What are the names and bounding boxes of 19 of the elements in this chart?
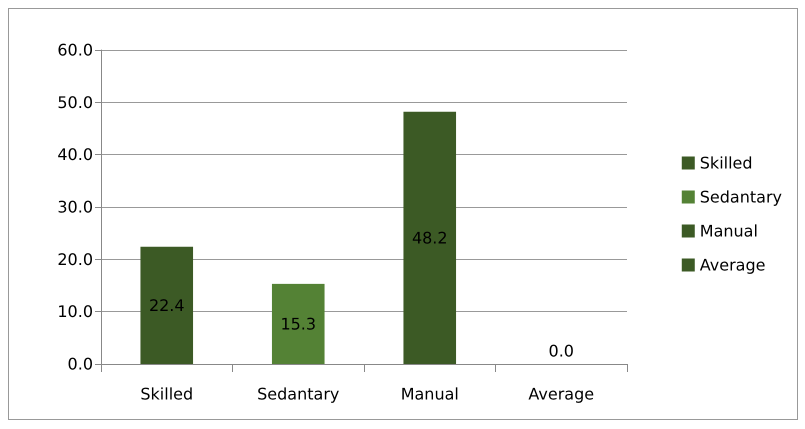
legend-label: Average (700, 256, 766, 274)
y-tick-label: 50.0 (57, 92, 93, 112)
y-tick-label: 20.0 (57, 250, 93, 269)
data-label: 22.4 (148, 296, 185, 315)
y-tick-label: 40.0 (57, 145, 93, 164)
data-label: 48.2 (412, 228, 448, 248)
data-label: 0.0 (548, 342, 574, 360)
x-tick-label: Manual (400, 384, 459, 404)
y-tick-label: 30.0 (57, 198, 93, 216)
x-tick-label: Skilled (140, 384, 194, 404)
x-tick-label: Sedantary (257, 384, 340, 404)
data-label: 15.3 (280, 314, 316, 334)
y-tick-label: 10.0 (57, 302, 93, 322)
legend-label: Sedantary (700, 188, 782, 206)
legend-label: Manual (700, 222, 758, 240)
y-tick-label: 60.0 (57, 40, 93, 60)
x-tick-label: Average (528, 384, 594, 404)
legend-label: Skilled (700, 154, 753, 172)
y-tick-label: 0.0 (68, 354, 93, 374)
